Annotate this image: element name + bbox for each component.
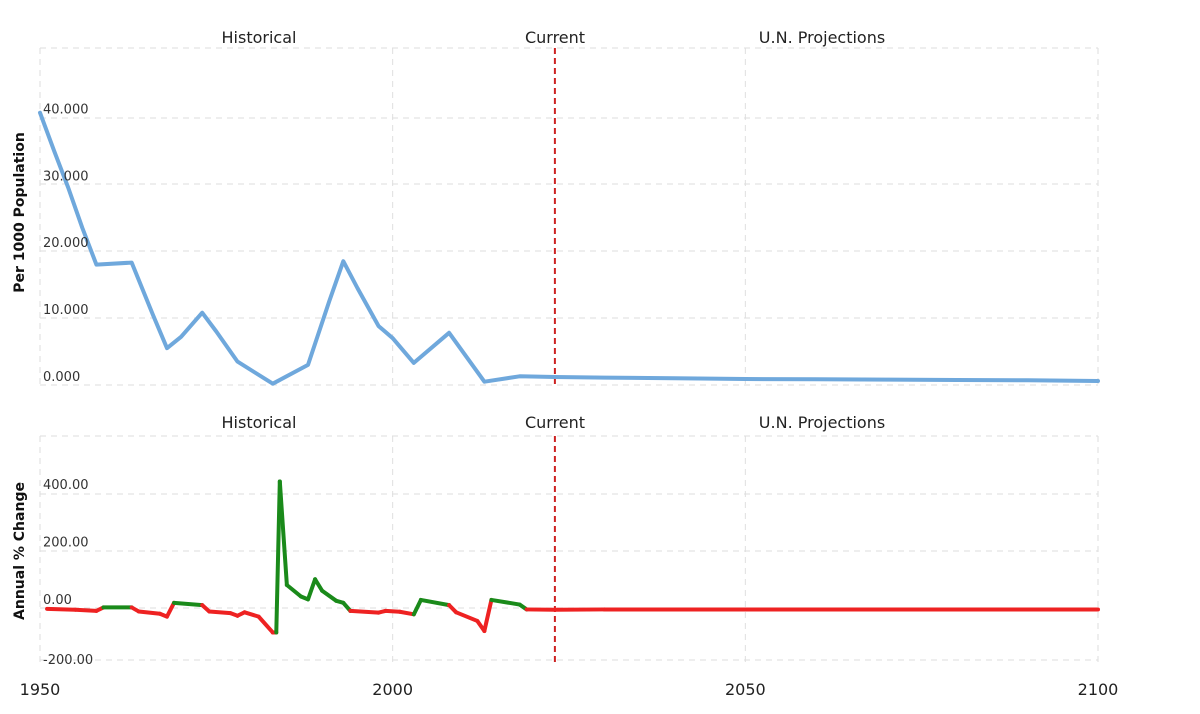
gridlines (40, 48, 1098, 666)
y-axis-label: Per 1000 Population (12, 132, 28, 293)
period-label: U.N. Projections (759, 413, 885, 432)
x-tick-label: 2050 (725, 680, 766, 699)
period-label: U.N. Projections (759, 28, 885, 47)
series-segment (386, 611, 400, 612)
series-segment (400, 612, 414, 615)
series-segment (139, 611, 160, 613)
series-segment (421, 600, 449, 605)
y-tick-label: 40.000 (43, 102, 89, 117)
series-segment (350, 611, 378, 613)
period-label: Current (525, 28, 585, 47)
series-segment (245, 612, 259, 616)
y-tick-label: 0.00 (43, 593, 72, 608)
series-line (40, 113, 1098, 384)
series-segment (174, 603, 202, 605)
period-label: Historical (222, 28, 297, 47)
series-segment (47, 609, 75, 610)
period-label: Historical (222, 413, 297, 432)
y-tick-label: 30.000 (43, 169, 89, 184)
series-segment (167, 603, 174, 617)
period-label: Current (525, 413, 585, 432)
series-segment (209, 611, 230, 613)
series-segment (491, 600, 519, 605)
series-segment (276, 482, 280, 633)
y-tick-label: 0.000 (43, 370, 80, 385)
series-segment (308, 579, 315, 599)
x-tick-label: 1950 (20, 680, 61, 699)
x-tick-label: 2000 (372, 680, 413, 699)
series-segment (315, 579, 322, 591)
series-segment (287, 585, 301, 597)
series-segment (259, 617, 273, 633)
series-segment (322, 591, 336, 601)
y-tick-label: -200.00 (43, 653, 93, 668)
series-segment (484, 600, 491, 631)
chart-marks (40, 48, 1098, 666)
series-segment (75, 610, 96, 611)
x-tick-label: 2100 (1078, 680, 1119, 699)
chart-labels: 0.000 10.000 20.000 30.000 40.000 Historical C… (12, 28, 1118, 699)
series-segment (280, 482, 287, 586)
y-tick-label: 400.00 (43, 478, 89, 493)
y-tick-label: 20.000 (43, 236, 89, 251)
series-segment (414, 600, 421, 614)
series-segment (456, 612, 477, 621)
y-axis-label: Annual % Change (12, 482, 28, 620)
y-tick-label: 10.000 (43, 303, 89, 318)
y-tick-label: 200.00 (43, 536, 89, 551)
